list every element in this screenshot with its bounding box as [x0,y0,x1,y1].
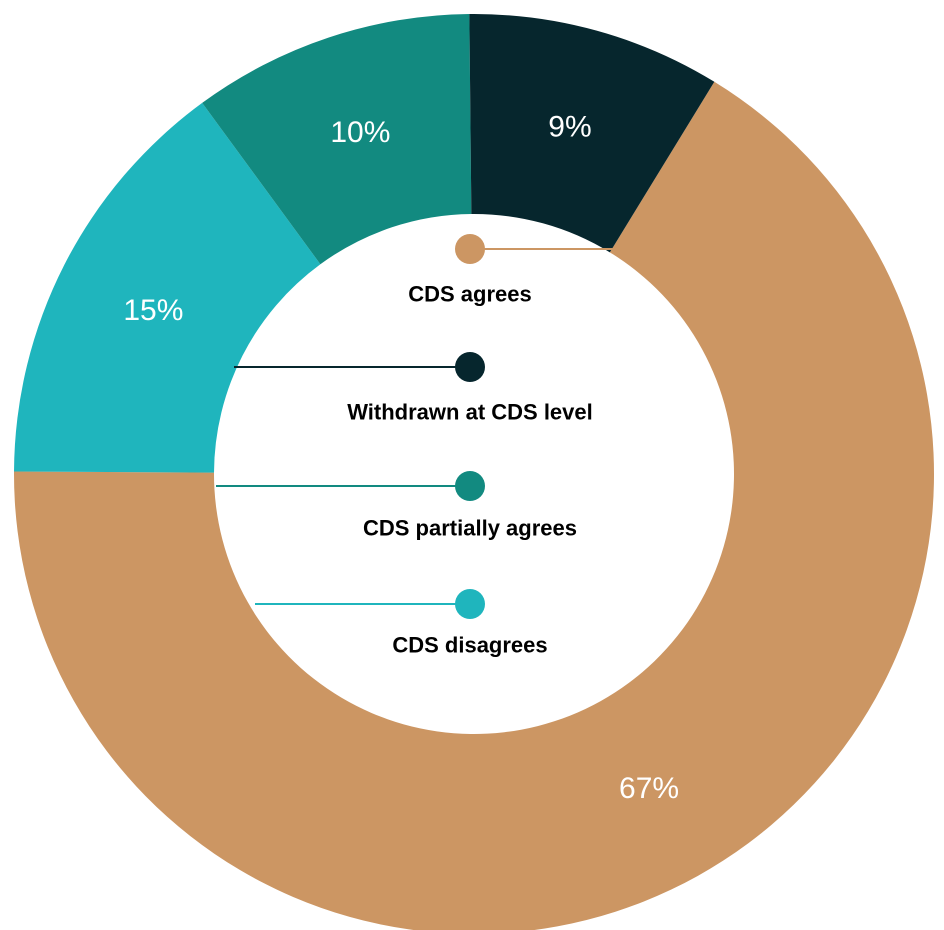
slice-labels-group: 67% 15% 10% 9% [123,111,679,806]
slice-cds-disagrees [14,102,321,473]
legend-group: CDS agrees CDS disagrees CDS partially agr… [216,234,618,658]
slice-label-cds-agrees: 67% [619,772,679,805]
slice-cds-partially-agrees [202,14,472,265]
slice-withdrawn-at-cds-level [469,13,715,253]
slice-label-cds-partially-agrees: 10% [330,116,390,149]
legend-marker-cds-partially-agrees [455,471,485,501]
legend-marker-cds-disagrees [455,589,485,619]
legend-marker-cds-agrees [455,234,485,264]
legend-label-withdrawn-at-cds-level: Withdrawn at CDS level [347,400,593,425]
slice-cds-agrees [14,81,934,930]
legend-label-cds-partially-agrees: CDS partially agrees [363,516,577,541]
legend-label-cds-agrees: CDS agrees [408,282,532,307]
legend-marker-withdrawn-at-cds-level [455,352,485,382]
legend-label-cds-disagrees: CDS disagrees [392,633,547,658]
slice-label-withdrawn-at-cds-level: 9% [548,111,591,144]
slice-label-cds-disagrees: 15% [123,294,183,327]
slices-group [14,13,934,930]
